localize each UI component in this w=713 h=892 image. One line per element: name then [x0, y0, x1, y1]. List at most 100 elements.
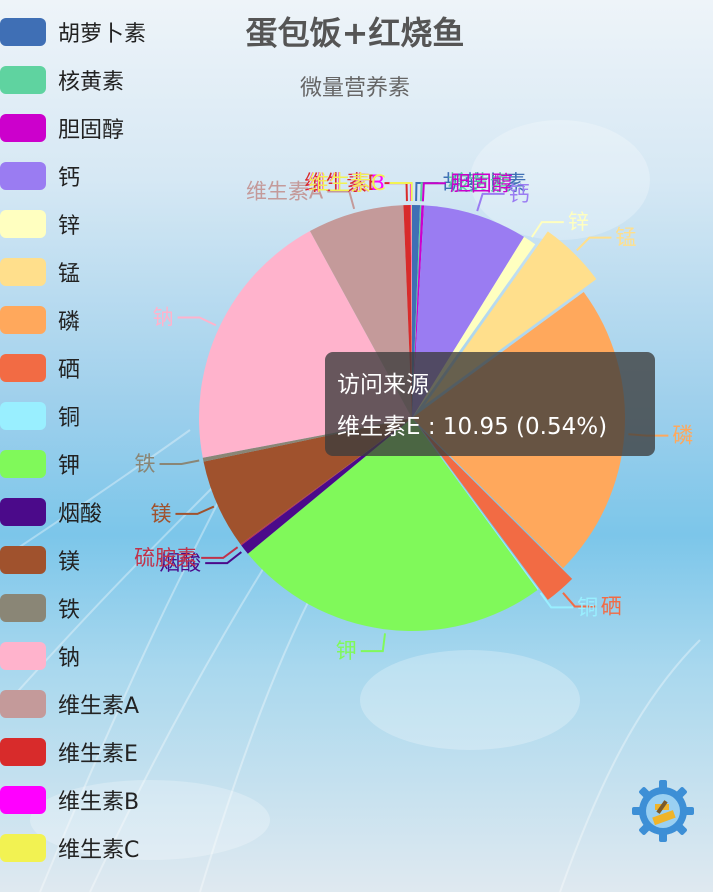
legend-item[interactable]: 硒 — [0, 344, 220, 392]
slice-leader-line — [476, 192, 505, 212]
slice-label: 镁 — [150, 502, 171, 526]
slice-label: 核黄素 — [448, 171, 511, 195]
legend-item[interactable]: 钙 — [0, 152, 220, 200]
legend-swatch — [0, 594, 46, 622]
slice-label: 锌 — [568, 210, 589, 234]
legend-swatch — [0, 690, 46, 718]
legend-label: 铜 — [58, 406, 81, 431]
legend-label: 钠 — [58, 646, 81, 671]
legend-label: 锰 — [58, 262, 81, 287]
legend-label: 锌 — [58, 214, 81, 239]
slice-leader-line — [576, 236, 612, 252]
tooltip: 访问来源 维生素E : 10.95 (0.54%) — [325, 352, 655, 456]
legend-label: 维生素E — [58, 742, 138, 767]
slice-label: 维生素C — [308, 171, 386, 195]
legend-item[interactable]: 烟酸 — [0, 488, 220, 536]
legend-swatch — [0, 546, 46, 574]
legend: 胡萝卜素 核黄素 胆固醇钙锌锰磷硒铜钾烟酸镁铁钠维生素A 维生素E 维生素B 维生素C — [0, 8, 220, 872]
legend-swatch — [0, 66, 46, 94]
legend-label: 维生素B — [58, 790, 140, 815]
legend-item[interactable]: 维生素B — [0, 776, 220, 824]
legend-item[interactable]: 镁 — [0, 536, 220, 584]
legend-label: 镁 — [58, 550, 81, 575]
slice-label: 磷 — [672, 424, 693, 448]
slice-leader-line — [384, 182, 408, 202]
legend-label: 烟酸 — [58, 502, 103, 527]
legend-label: 铁 — [58, 598, 81, 623]
legend-label: 钙 — [58, 166, 81, 191]
slice-label: 钾 — [336, 639, 357, 663]
legend-swatch — [0, 114, 46, 142]
slice-label: 维生素A — [246, 180, 324, 204]
chart-title: 蛋包饭+红烧鱼 — [245, 14, 465, 52]
legend-swatch — [0, 162, 46, 190]
pie-slice[interactable] — [421, 428, 573, 600]
slice-leader-line — [177, 316, 217, 327]
slice-leader-line — [421, 182, 446, 202]
legend-swatch — [0, 834, 46, 862]
slice-leader-line — [531, 221, 564, 238]
slice-label: 锰 — [615, 226, 636, 250]
gear-icon[interactable] — [630, 778, 696, 844]
legend-label: 维生素A — [58, 694, 140, 719]
legend-label: 胆固醇 — [58, 118, 125, 143]
legend-item[interactable]: 磷 — [0, 296, 220, 344]
slice-label: 钠 — [153, 306, 174, 330]
pie-slice[interactable] — [247, 418, 538, 631]
slice-label: 硒 — [601, 594, 622, 618]
legend-item[interactable]: 钠 — [0, 632, 220, 680]
slice-leader-line — [539, 592, 574, 609]
legend-label: 核黄素 — [58, 70, 125, 95]
legend-swatch — [0, 210, 46, 238]
slice-leader-line — [175, 505, 215, 515]
legend-label: 维生素C — [58, 838, 140, 863]
legend-item[interactable]: 锌 — [0, 200, 220, 248]
slice-leader-line — [159, 459, 200, 465]
slice-leader-line — [360, 633, 387, 653]
legend-item[interactable]: 锰 — [0, 248, 220, 296]
slice-leader-line — [205, 551, 242, 565]
slice-label: 铜 — [577, 595, 598, 619]
slice-label: 烟酸 — [159, 551, 201, 575]
legend-item[interactable]: 维生素C — [0, 824, 220, 872]
pie-slice[interactable] — [412, 418, 539, 591]
slice-leader-line — [389, 182, 413, 202]
legend-item[interactable]: 胡萝卜素 — [0, 8, 220, 56]
legend-label: 胡萝卜素 — [58, 22, 147, 47]
chart-subtitle: 微量营养素 — [299, 76, 410, 101]
slice-label: 胆固醇 — [450, 171, 513, 195]
legend-swatch — [0, 258, 46, 286]
legend-swatch — [0, 498, 46, 526]
legend-swatch — [0, 786, 46, 814]
legend-swatch — [0, 738, 46, 766]
slice-leader-line — [415, 182, 439, 202]
legend-swatch — [0, 402, 46, 430]
slice-label: 钙 — [509, 182, 530, 206]
legend-swatch — [0, 450, 46, 478]
slice-label: 维生素B — [307, 171, 384, 195]
slice-label: 硫胺素 — [134, 546, 197, 570]
slice-label: 胡萝卜素 — [442, 171, 526, 195]
legend-swatch — [0, 642, 46, 670]
slice-label: 铁 — [135, 452, 156, 476]
legend-item[interactable]: 维生素E — [0, 728, 220, 776]
legend-item[interactable]: 胆固醇 — [0, 104, 220, 152]
legend-swatch — [0, 306, 46, 334]
legend-item[interactable]: 铁 — [0, 584, 220, 632]
tooltip-text: 维生素E : 10.95 (0.54%) — [337, 414, 608, 440]
legend-item[interactable]: 核黄素 — [0, 56, 220, 104]
slice-leader-line — [327, 190, 356, 210]
legend-item[interactable]: 铜 — [0, 392, 220, 440]
legend-item[interactable]: 钾 — [0, 440, 220, 488]
slice-leader-line — [562, 592, 597, 608]
slice-label: 维生素E — [304, 171, 380, 195]
legend-label: 钾 — [58, 454, 81, 479]
slice-leader-line — [201, 546, 239, 559]
tooltip-title: 访问来源 — [337, 372, 429, 398]
legend-swatch — [0, 18, 46, 46]
legend-label: 磷 — [58, 310, 81, 335]
legend-label: 硒 — [58, 358, 81, 383]
legend-item[interactable]: 维生素A — [0, 680, 220, 728]
legend-swatch — [0, 354, 46, 382]
